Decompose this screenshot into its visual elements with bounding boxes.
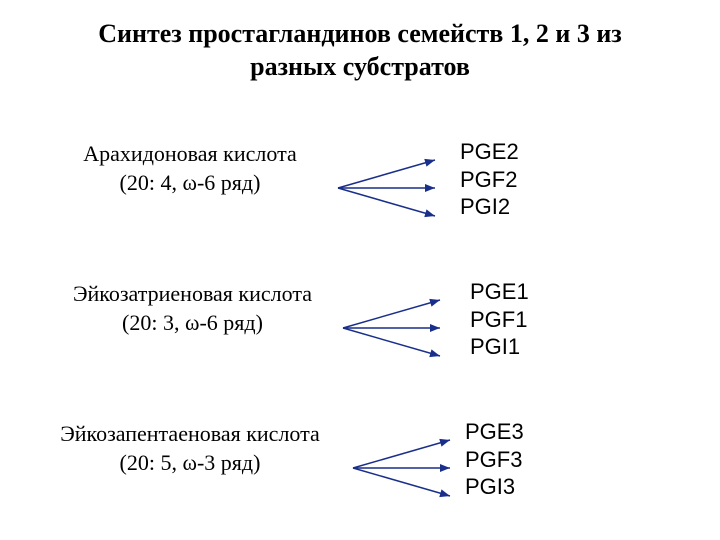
product-2-3: PGI1 xyxy=(470,333,529,361)
product-2-2: PGF1 xyxy=(470,306,529,334)
substrate-3-line1: Эйкозапентаеновая кислота xyxy=(35,420,345,449)
arrows-1 xyxy=(330,148,450,228)
substrate-2-line2: (20: 3, ω-6 ряд) xyxy=(50,309,335,338)
products-1: PGE2 PGF2 PGI2 xyxy=(460,138,519,221)
substrate-3-line2: (20: 5, ω-3 ряд) xyxy=(35,449,345,478)
product-1-3: PGI2 xyxy=(460,193,519,221)
product-3-3: PGI3 xyxy=(465,473,524,501)
product-3-1: PGE3 xyxy=(465,418,524,446)
substrate-2: Эйкозатриеновая кислота (20: 3, ω-6 ряд) xyxy=(50,280,335,337)
arrows-3 xyxy=(345,428,465,508)
substrate-2-line1: Эйкозатриеновая кислота xyxy=(50,280,335,309)
title-line-1: Синтез простагландинов семейств 1, 2 и 3… xyxy=(0,18,720,51)
product-3-2: PGF3 xyxy=(465,446,524,474)
substrate-1-line2: (20: 4, ω-6 ряд) xyxy=(60,169,320,198)
products-3: PGE3 PGF3 PGI3 xyxy=(465,418,524,501)
page-title: Синтез простагландинов семейств 1, 2 и 3… xyxy=(0,0,720,83)
product-1-2: PGF2 xyxy=(460,166,519,194)
substrate-1-line1: Арахидоновая кислота xyxy=(60,140,320,169)
substrate-1: Арахидоновая кислота (20: 4, ω-6 ряд) xyxy=(60,140,320,197)
product-1-1: PGE2 xyxy=(460,138,519,166)
title-line-2: разных субстратов xyxy=(0,51,720,84)
arrows-2 xyxy=(335,288,455,368)
substrate-3: Эйкозапентаеновая кислота (20: 5, ω-3 ря… xyxy=(35,420,345,477)
products-2: PGE1 PGF1 PGI1 xyxy=(470,278,529,361)
product-2-1: PGE1 xyxy=(470,278,529,306)
